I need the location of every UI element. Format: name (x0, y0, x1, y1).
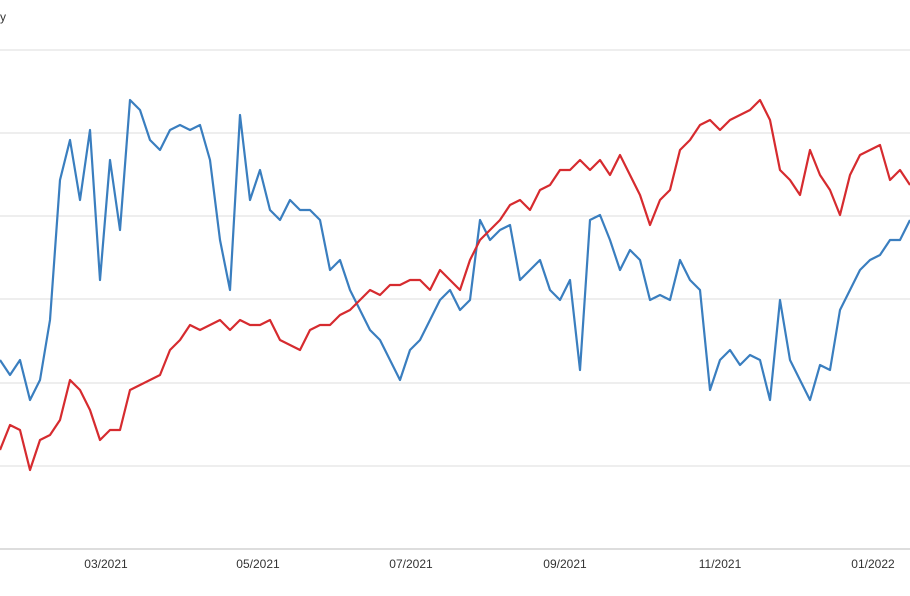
line-series (0, 98, 910, 472)
x-tick-label: 11/2021 (699, 557, 742, 571)
x-tick-label: 03/2021 (84, 557, 128, 571)
x-tick-label: 01/2022 (851, 557, 895, 571)
y-axis-label: y (0, 10, 6, 24)
x-tick-label: 07/2021 (389, 557, 433, 571)
x-tick-label: 09/2021 (543, 557, 587, 571)
x-tick-label: 05/2021 (236, 557, 280, 571)
line-series (0, 98, 910, 402)
